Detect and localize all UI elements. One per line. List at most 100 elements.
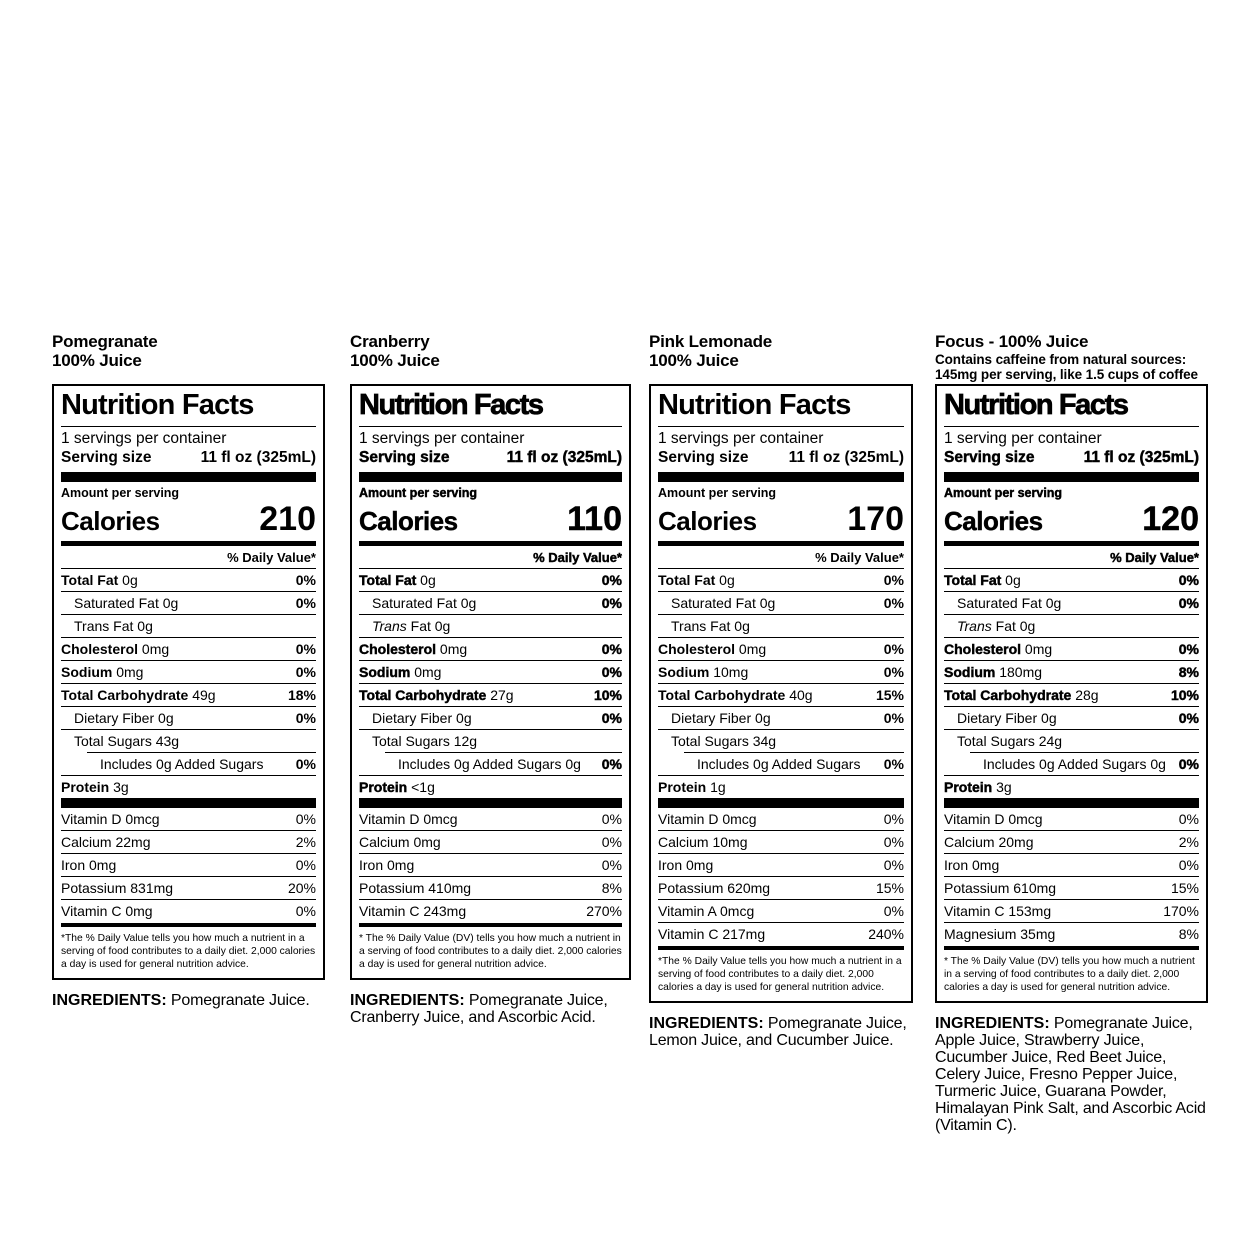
nutrient-name: Iron 0mg	[658, 857, 714, 873]
thick-divider	[944, 472, 1199, 482]
nutrition-facts-box: Nutrition Facts 1 serving per container …	[935, 384, 1208, 1003]
calories-value: 170	[847, 500, 904, 538]
nutrient-name: Total Fat 0g	[61, 572, 138, 588]
nutrient-daily-value: 0%	[601, 811, 622, 827]
nutrient-daily-value: 0%	[295, 664, 316, 680]
product-header-line: 145mg per serving, like 1.5 cups of coff…	[935, 367, 1198, 382]
nutrient-daily-value: 0%	[883, 756, 904, 772]
nutrient-row: Trans Fat 0g	[359, 614, 622, 637]
serving-size-value: 11 fl oz (325mL)	[506, 449, 622, 466]
nutrient-rows: Total Fat 0g 0% Saturated Fat 0g 0% Trans Fa…	[658, 568, 904, 798]
nutrient-row: Includes 0g Added Sugars 0g 0%	[385, 752, 622, 775]
nutrient-daily-value: 0%	[1178, 572, 1200, 588]
nutrient-row: Vitamin D 0mcg 0%	[658, 808, 904, 830]
nutrient-name: Potassium 410mg	[359, 880, 472, 896]
nutrient-row: Vitamin D 0mcg 0%	[944, 808, 1199, 830]
nutrient-name: Vitamin D 0mcg	[61, 811, 160, 827]
serving-size-label: Serving size	[944, 449, 1035, 466]
nutrient-row: Vitamin C 243mg 270%	[359, 899, 622, 922]
nutrient-row: Iron 0mg 0%	[359, 853, 622, 876]
serving-size-row: Serving size 11 fl oz (325mL)	[658, 448, 904, 472]
footnote-divider	[944, 946, 1199, 950]
thick-divider	[61, 798, 316, 808]
nutrient-name: Saturated Fat 0g	[671, 595, 776, 611]
nutrient-row: Vitamin C 153mg 170%	[944, 899, 1199, 922]
nutrient-name: Calcium 0mg	[359, 834, 441, 850]
nutrient-daily-value: 15%	[1170, 880, 1199, 896]
nutrient-daily-value: 0%	[295, 811, 316, 827]
nutrient-daily-value: 8%	[1178, 664, 1200, 680]
nutrient-name: Dietary Fiber 0g	[671, 710, 771, 726]
nutrition-facts-title: Nutrition Facts	[658, 386, 904, 427]
calories-value: 210	[259, 500, 316, 538]
product-header: Pink Lemonade 100% Juice	[649, 332, 913, 384]
nutrient-row: Potassium 610mg 15%	[944, 876, 1199, 899]
servings-per-container: 1 serving per container	[944, 430, 1102, 447]
ingredients-text: Pomegranate Juice, Apple Juice, Strawber…	[935, 1015, 1206, 1134]
nutrient-name: Dietary Fiber 0g	[957, 710, 1057, 726]
nutrient-daily-value: 0%	[601, 710, 623, 726]
nutrient-daily-value: 0%	[601, 641, 623, 657]
nutrient-row: Cholesterol 0mg 0%	[359, 637, 622, 660]
calories-row: Calories 210	[61, 500, 316, 539]
nutrient-daily-value: 2%	[295, 834, 316, 850]
nutrient-row: Total Carbohydrate 28g 10%	[944, 683, 1199, 706]
nutrient-row: Sodium 0mg 0%	[61, 660, 316, 683]
nutrition-facts-title: Nutrition Facts	[61, 386, 316, 427]
ingredients-label: INGREDIENTS:	[649, 1015, 764, 1032]
nutrient-name: Total Carbohydrate 28g	[944, 687, 1099, 703]
nutrient-name: Includes 0g Added Sugars	[697, 756, 861, 772]
nutrient-row: Sodium 10mg 0%	[658, 660, 904, 683]
nutrient-name: Potassium 831mg	[61, 880, 174, 896]
nutrition-facts-title: Nutrition Facts	[944, 386, 1199, 427]
serving-size-row: Serving size 11 fl oz (325mL)	[944, 448, 1199, 472]
nutrient-row: Potassium 831mg 20%	[61, 876, 316, 899]
product-header-line: 100% Juice	[649, 350, 739, 370]
nutrient-row: Protein <1g	[359, 775, 622, 798]
nutrient-name: Potassium 620mg	[658, 880, 771, 896]
nutrient-row: Total Carbohydrate 49g 18%	[61, 683, 316, 706]
nutrient-row: Includes 0g Added Sugars 0g 0%	[970, 752, 1199, 775]
nutrient-row: Vitamin D 0mcg 0%	[61, 808, 316, 830]
nutrient-row: Total Carbohydrate 27g 10%	[359, 683, 622, 706]
calories-row: Calories 120	[944, 500, 1199, 539]
nutrient-name: Vitamin C 153mg	[944, 903, 1052, 919]
nutrient-row: Iron 0mg 0%	[658, 853, 904, 876]
daily-value-header: % Daily Value*	[815, 550, 904, 565]
nutrient-name: Trans Fat 0g	[671, 618, 750, 634]
nutrient-name: Vitamin C 0mg	[61, 903, 153, 919]
nutrient-row: Dietary Fiber 0g 0%	[359, 706, 622, 729]
nutrient-name: Trans Fat 0g	[74, 618, 153, 634]
nutrient-row: Includes 0g Added Sugars 0%	[684, 752, 904, 775]
footnote: * The % Daily Value (DV) tells you how m…	[359, 933, 622, 970]
nutrient-daily-value: 0%	[295, 641, 316, 657]
nutrient-row: Cholesterol 0mg 0%	[944, 637, 1199, 660]
product-header-line: Focus - 100% Juice	[935, 332, 1089, 351]
medium-divider	[944, 541, 1199, 546]
nutrient-daily-value: 15%	[875, 687, 904, 703]
nutrient-row: Potassium 620mg 15%	[658, 876, 904, 899]
serving-size-row: Serving size 11 fl oz (325mL)	[359, 448, 622, 472]
nutrient-row: Calcium 0mg 0%	[359, 830, 622, 853]
nutrient-daily-value: 0%	[883, 710, 904, 726]
nutrient-row: Total Fat 0g 0%	[658, 568, 904, 591]
nutrient-row: Total Sugars 24g	[944, 729, 1199, 752]
vitamin-rows: Vitamin D 0mcg 0% Calcium 20mg 2% Iron 0mg 0%…	[944, 808, 1199, 945]
nutrient-row: Protein 3g	[944, 775, 1199, 798]
nutrient-name: Total Fat 0g	[359, 572, 436, 588]
nutrient-name: Total Carbohydrate 27g	[359, 687, 514, 703]
nutrition-label-column: Cranberry 100% Juice Nutrition Facts 1 se…	[350, 332, 631, 1026]
nutrient-daily-value: 0%	[601, 756, 623, 772]
nutrient-daily-value: 0%	[601, 664, 623, 680]
nutrient-name: Sodium 0mg	[61, 664, 144, 680]
nutrient-daily-value: 20%	[287, 880, 316, 896]
nutrient-daily-value: 0%	[883, 664, 904, 680]
nutrient-name: Total Sugars 24g	[957, 733, 1063, 749]
vitamin-rows: Vitamin D 0mcg 0% Calcium 22mg 2% Iron 0mg 0%…	[61, 808, 316, 922]
nutrient-name: Saturated Fat 0g	[957, 595, 1062, 611]
nutrient-daily-value: 0%	[295, 756, 316, 772]
footnote: *The % Daily Value tells you how much a …	[61, 933, 316, 970]
nutrient-daily-value: 0%	[601, 595, 623, 611]
thick-divider	[944, 798, 1199, 808]
nutrient-row: Total Sugars 12g	[359, 729, 622, 752]
